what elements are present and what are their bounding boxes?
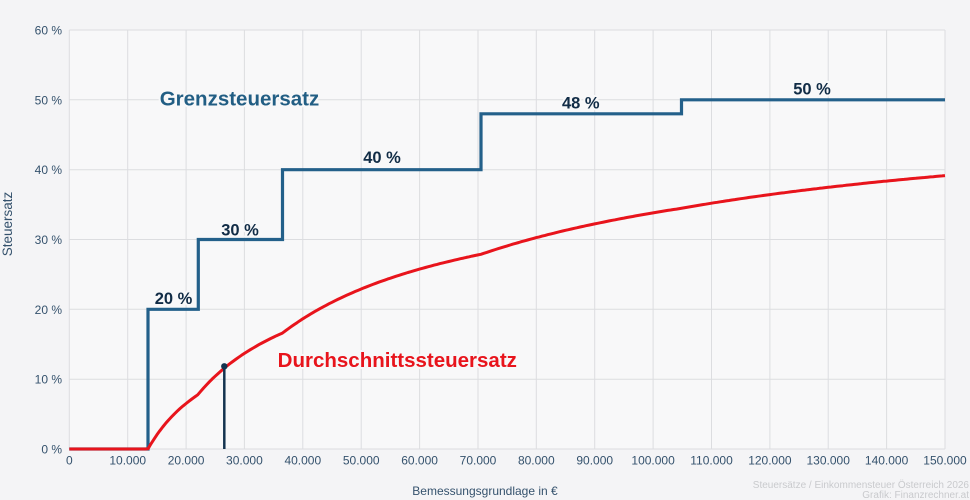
svg-text:20 %: 20 % [35,303,63,317]
svg-text:0 %: 0 % [41,443,62,457]
svg-text:Steuersatz: Steuersatz [0,191,15,256]
svg-text:130.000: 130.000 [807,454,851,468]
svg-text:20 %: 20 % [155,290,193,308]
svg-text:Bemessungsgrundlage in €: Bemessungsgrundlage in € [412,484,558,498]
svg-text:40 %: 40 % [35,163,63,177]
svg-text:150.000: 150.000 [923,454,967,468]
svg-text:80.000: 80.000 [518,454,555,468]
svg-text:70.000: 70.000 [460,454,497,468]
svg-text:10.000: 10.000 [109,454,146,468]
svg-text:10 %: 10 % [35,373,63,387]
svg-text:30.000: 30.000 [226,454,263,468]
svg-text:60 %: 60 % [35,24,63,38]
svg-text:Grenzsteuersatz: Grenzsteuersatz [160,88,320,111]
svg-text:30 %: 30 % [221,221,259,239]
svg-text:48 %: 48 % [562,94,600,112]
svg-text:100.000: 100.000 [631,454,675,468]
svg-text:40.000: 40.000 [284,454,321,468]
svg-text:0: 0 [66,454,73,468]
svg-text:40 %: 40 % [363,149,401,167]
svg-text:120.000: 120.000 [748,454,792,468]
svg-text:30 %: 30 % [35,233,63,247]
svg-text:50 %: 50 % [793,80,831,98]
svg-text:140.000: 140.000 [865,454,909,468]
svg-text:50.000: 50.000 [343,454,380,468]
svg-text:50 %: 50 % [35,93,63,107]
svg-text:Durchschnittssteuersatz: Durchschnittssteuersatz [278,349,517,372]
svg-text:60.000: 60.000 [401,454,438,468]
svg-text:20.000: 20.000 [168,454,205,468]
svg-text:Steuersätze / Einkommensteuer: Steuersätze / Einkommensteuer Österreich… [753,479,970,491]
svg-text:Grafik: Finanzrechner.at: Grafik: Finanzrechner.at [862,490,969,500]
svg-text:110.000: 110.000 [690,454,733,468]
svg-text:90.000: 90.000 [576,454,613,468]
